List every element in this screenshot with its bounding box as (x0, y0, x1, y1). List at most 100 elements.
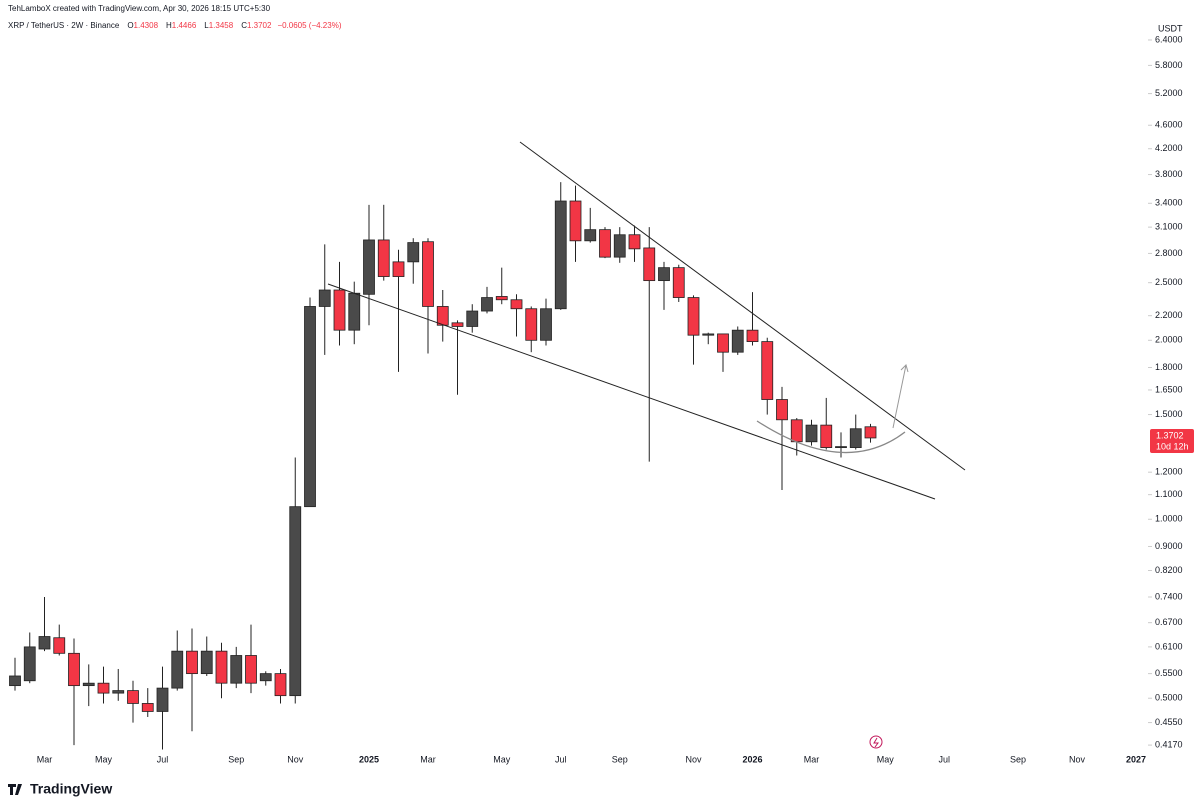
ohlc-value: 1.4308 (134, 21, 159, 30)
y-tick-label: 4.2000 (1155, 143, 1183, 153)
candle-body (230, 655, 243, 684)
candle-body (141, 703, 154, 712)
candle-body (790, 419, 803, 443)
ohlc-prefix: L (204, 21, 209, 30)
y-tick-label: 4.6000 (1155, 120, 1183, 130)
candle-body (200, 650, 213, 675)
y-tick-label: 2.2000 (1155, 310, 1183, 320)
ohlc-prefix: C (241, 21, 247, 30)
candle-body (658, 267, 670, 282)
x-tick-label: Sep (612, 754, 628, 764)
x-tick-label: May (493, 754, 511, 764)
candle-body (97, 682, 110, 694)
ohlc-prefix: O (127, 21, 133, 30)
plot-area: Mar May Jul Sep Nov 2025 Mar May Jul Sep Nov 2026 Ma… (9, 182, 1146, 764)
y-tick-label: 0.4550 (1155, 717, 1183, 727)
candle-body (407, 242, 420, 263)
candle-body (569, 200, 582, 242)
candle-body (672, 267, 685, 298)
candle-body (495, 296, 508, 301)
candle-body (776, 399, 788, 421)
y-tick-label: 1.1000 (1155, 489, 1183, 499)
y-tick-label: 5.8000 (1155, 60, 1183, 70)
candle-body (68, 652, 80, 687)
symbol: XRP / TetherUS · 2W · Binance (8, 21, 120, 30)
y-tick-label: 1.8000 (1155, 362, 1183, 372)
candle-body (304, 306, 316, 508)
y-tick-label: 1.5000 (1155, 409, 1183, 419)
candle-body (466, 310, 479, 327)
candle-body (835, 446, 847, 449)
y-tick-label: 3.8000 (1155, 169, 1183, 179)
rounding-curve (756, 420, 906, 454)
y-tick-label: 3.4000 (1155, 198, 1183, 208)
candle-body (554, 200, 567, 310)
x-tick-label: May (877, 754, 895, 764)
x-tick-label: Jul (938, 754, 950, 764)
y-tick-label: 1.2000 (1155, 467, 1183, 477)
x-tick-label: Mar (420, 754, 436, 764)
candle-body (245, 655, 257, 684)
x-tick-label: Jul (157, 754, 169, 764)
candle-body (392, 261, 405, 277)
candle-body (510, 299, 523, 310)
currency-label: USDT (1158, 23, 1183, 33)
candle-body (422, 241, 434, 307)
candle-body (9, 675, 21, 687)
symbol-header: XRP / TetherUS · 2W · Binance O1.4308 H1.4… (8, 21, 342, 30)
brand-logo: TradingView (8, 781, 112, 797)
candle-body (643, 247, 656, 282)
y-tick-label: 2.0000 (1155, 335, 1183, 345)
x-tick-label: Sep (228, 754, 244, 764)
logo-mark (8, 784, 22, 795)
annotations (327, 141, 966, 749)
y-tick-label: 0.8200 (1155, 565, 1183, 575)
y-tick-label: 0.5000 (1155, 693, 1183, 703)
candle-body (171, 650, 184, 689)
candle-body (702, 333, 715, 336)
price-axis-panel (1148, 0, 1200, 809)
candle-body (23, 646, 36, 682)
x-tick-label: 2026 (742, 754, 762, 764)
y-tick-label: 0.6700 (1155, 617, 1183, 627)
breakout-arrow (892, 364, 909, 429)
candle-body (363, 239, 375, 295)
event-icon[interactable] (869, 735, 883, 749)
candle-body (348, 292, 361, 331)
x-tick-label: May (95, 754, 113, 764)
candle-body (436, 306, 449, 326)
ohlc-value: 1.3458 (209, 21, 234, 30)
y-tick-label: 0.5500 (1155, 668, 1183, 678)
candle-body (481, 297, 493, 312)
candle-body (717, 333, 729, 353)
candle-body (584, 229, 597, 242)
y-tick-label: 3.1000 (1155, 222, 1183, 232)
y-tick-label: 0.9000 (1155, 541, 1183, 551)
price-badge-countdown: 10d 12h (1156, 441, 1189, 451)
candle-body (805, 424, 818, 443)
candle-body (186, 650, 198, 675)
candle-body (112, 690, 125, 694)
candle-body (864, 426, 877, 439)
candle-body (849, 428, 862, 448)
candle-body (687, 297, 700, 336)
candle-body (289, 506, 302, 697)
y-tick-label: 6.4000 (1155, 34, 1183, 44)
x-tick-label: Nov (685, 754, 702, 764)
candle-body (215, 650, 228, 684)
candle-body (53, 637, 66, 654)
candle-body (451, 322, 464, 327)
candle-body (274, 673, 287, 697)
candle-body (599, 229, 611, 258)
candle-body (731, 329, 744, 353)
x-tick-label: Jul (555, 754, 567, 764)
candle-body (259, 673, 272, 682)
candle-body (525, 308, 538, 341)
y-tick-label: 0.6100 (1155, 641, 1183, 651)
event-icon-bolt (873, 737, 879, 748)
x-tick-label: 2025 (359, 754, 379, 764)
ohlc-prefix: H (166, 21, 172, 30)
